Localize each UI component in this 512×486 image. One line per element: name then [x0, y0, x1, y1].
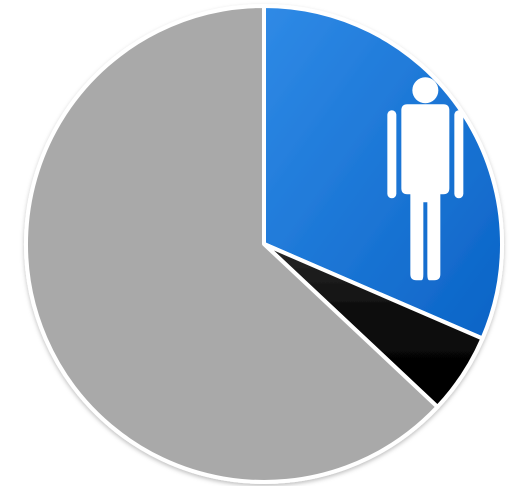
pie-slice-3 — [24, 4, 440, 484]
male-person-icon — [387, 77, 464, 281]
